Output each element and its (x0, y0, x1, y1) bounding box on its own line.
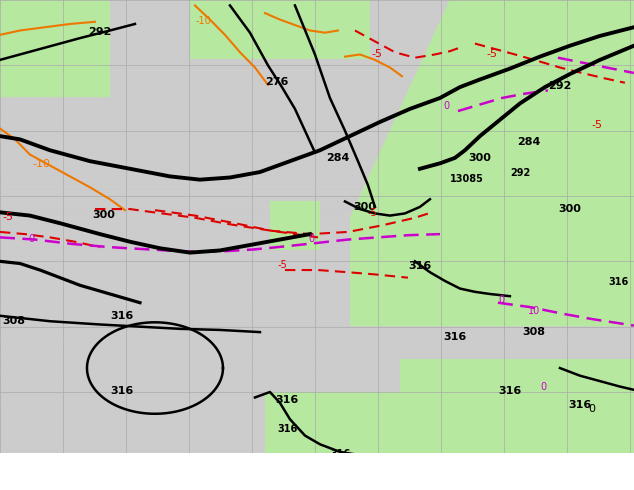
Text: 316: 316 (568, 400, 591, 410)
Text: 308: 308 (522, 327, 545, 338)
Text: -5: -5 (2, 212, 13, 222)
Text: -5: -5 (368, 208, 378, 218)
Text: ©weatheronline.co.uk: ©weatheronline.co.uk (507, 476, 621, 485)
Text: 316: 316 (268, 453, 291, 463)
Bar (0, 479, 634, 490)
Text: 10: 10 (528, 306, 540, 316)
Text: 316: 316 (110, 386, 133, 396)
Text: 0: 0 (498, 294, 504, 305)
Text: 292: 292 (88, 27, 112, 37)
Text: 308: 308 (2, 317, 25, 326)
Text: 316: 316 (408, 261, 431, 271)
Text: 292: 292 (548, 81, 571, 91)
Text: 0: 0 (540, 382, 546, 392)
Text: 316: 316 (318, 464, 338, 473)
Text: 276: 276 (265, 77, 288, 87)
Text: 284: 284 (326, 153, 349, 163)
Text: Tu 24-09-2024 06:00 UTC (00+30): Tu 24-09-2024 06:00 UTC (00+30) (317, 458, 503, 468)
Text: -10: -10 (32, 159, 50, 169)
Text: 316: 316 (498, 386, 521, 396)
Text: 316: 316 (277, 424, 297, 434)
Text: 300: 300 (353, 202, 376, 212)
Text: 300: 300 (558, 204, 581, 214)
Text: 300: 300 (468, 153, 491, 163)
Text: 316: 316 (330, 449, 350, 459)
Text: 284: 284 (517, 137, 540, 147)
Text: 0: 0 (588, 404, 595, 414)
Text: -10: -10 (196, 16, 212, 26)
Text: 316: 316 (110, 311, 133, 321)
Text: 316: 316 (275, 395, 298, 405)
Text: 316: 316 (443, 332, 466, 342)
Text: -5: -5 (487, 49, 498, 59)
Text: 300: 300 (92, 210, 115, 220)
Text: 0: 0 (308, 234, 314, 244)
Text: -5: -5 (278, 260, 288, 270)
Text: 292: 292 (510, 169, 530, 178)
Text: 316: 316 (608, 277, 628, 287)
Text: 0: 0 (28, 234, 34, 244)
Text: -5: -5 (592, 121, 603, 130)
Text: -5: -5 (372, 49, 383, 59)
Text: 13085: 13085 (450, 174, 484, 184)
Text: 0: 0 (443, 101, 449, 111)
Text: Height/Temp. 700 hPa [gdmp][°C] ECMWF: Height/Temp. 700 hPa [gdmp][°C] ECMWF (3, 458, 225, 468)
